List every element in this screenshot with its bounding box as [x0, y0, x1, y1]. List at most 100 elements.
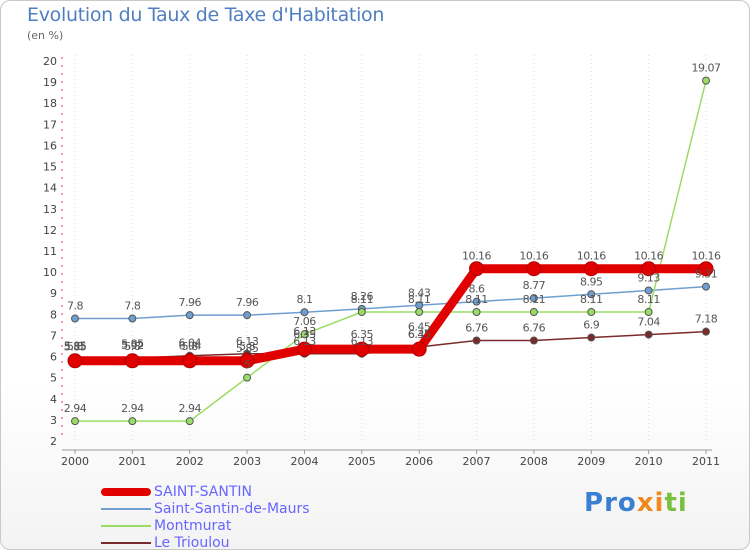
data-point [587, 290, 596, 299]
legend-label: Montmurat [154, 518, 232, 534]
y-tick-label: 6 [50, 351, 57, 364]
data-point [644, 286, 653, 295]
data-label: 10.16 [577, 250, 606, 263]
data-label: 5.8 [67, 340, 83, 353]
data-label: 6.35 [408, 328, 431, 341]
data-label: 6.9 [583, 319, 599, 332]
data-label: 8.1 [296, 293, 312, 306]
y-tick-label: 17 [43, 118, 57, 131]
data-point [67, 353, 83, 369]
data-label: 5.8 [239, 340, 255, 353]
data-label: 19.07 [692, 62, 721, 75]
chart-subtitle: (en %) [27, 29, 64, 42]
x-tick-label: 2001 [118, 455, 146, 468]
data-point [185, 417, 194, 426]
y-tick-label: 18 [43, 97, 57, 110]
data-label: 7.06 [293, 315, 316, 328]
data-point [641, 261, 657, 277]
data-point [71, 417, 79, 426]
data-label: 6.13 [293, 325, 316, 338]
data-label: 5.85 [121, 338, 144, 351]
data-label: 6.45 [408, 321, 431, 334]
legend-label: Saint-Santin-de-Maurs [154, 501, 310, 517]
logo-letter: x [636, 488, 655, 518]
logo-letter: P [584, 488, 605, 518]
data-point [128, 417, 137, 426]
y-tick-label: 3 [50, 414, 57, 427]
data-point [583, 261, 599, 277]
data-label: 8.11 [637, 293, 660, 306]
x-tick-label: 2006 [405, 455, 433, 468]
data-label: 10.16 [462, 250, 491, 263]
data-label: 6.13 [293, 335, 316, 348]
y-tick-label: 5 [50, 372, 57, 385]
data-label: 2.94 [64, 402, 87, 415]
proxiti-logo: Proxiti [584, 488, 688, 518]
data-label: 5.8 [182, 340, 198, 353]
logo-letter: i [677, 488, 688, 518]
data-label: 7.8 [124, 300, 140, 313]
data-label: 7.96 [178, 296, 201, 309]
data-point [300, 308, 309, 317]
data-point [239, 353, 255, 369]
y-tick-label: 4 [50, 393, 57, 406]
data-label: 8.11 [408, 293, 431, 306]
y-tick-label: 14 [43, 182, 57, 195]
y-tick-label: 12 [43, 224, 57, 237]
data-label: 7.8 [67, 300, 83, 313]
series-line [74, 285, 707, 320]
data-point [411, 341, 427, 357]
data-label: 5.8 [124, 340, 140, 353]
data-label: 10.16 [634, 250, 663, 263]
data-point [71, 314, 79, 323]
data-label: 9.13 [637, 271, 660, 284]
data-point [415, 308, 424, 317]
x-tick-label: 2011 [692, 455, 720, 468]
data-point [185, 311, 194, 320]
chart-title: Evolution du Taux de Taxe d'Habitation [27, 4, 385, 26]
data-label: 5.85 [236, 342, 259, 355]
data-label: 5.92 [121, 339, 144, 352]
y-tick-label: 15 [43, 161, 57, 174]
series-line [70, 264, 711, 366]
logo-letter: t [664, 488, 678, 518]
data-label: 6.13 [236, 335, 259, 348]
legend-label: SAINT-SANTIN [154, 484, 252, 500]
y-tick-label: 20 [43, 55, 57, 68]
logo-letter: r [604, 488, 618, 518]
data-label: 7.04 [637, 316, 660, 329]
data-point [644, 330, 653, 339]
data-label: 8.26 [351, 290, 374, 303]
data-point [529, 336, 538, 345]
data-point [526, 261, 542, 277]
line-chart: 2 3 4 5 6 7 8 9 10 11 12 13 14 15 16 17 18 19 20 2000 2001 20… [43, 55, 721, 468]
x-tick-label: 2009 [577, 455, 605, 468]
y-tick-label: 2 [50, 435, 57, 448]
data-label: 2.94 [121, 402, 144, 415]
data-label: 6.35 [293, 328, 316, 341]
data-point [587, 308, 596, 317]
data-label: 8.6 [469, 283, 485, 296]
data-label: 2.94 [178, 402, 201, 415]
y-tick-label: 13 [43, 203, 57, 216]
data-point [354, 341, 370, 357]
y-tick-label: 9 [50, 287, 57, 300]
data-point [587, 333, 596, 342]
data-point [529, 294, 538, 303]
data-point [182, 353, 198, 369]
data-point [702, 76, 710, 85]
x-tick-label: 2007 [463, 455, 491, 468]
data-point [644, 308, 653, 317]
data-label: 8.95 [580, 275, 603, 288]
x-tick-label: 2008 [520, 455, 548, 468]
y-tick-label: 8 [50, 308, 57, 321]
data-label: 8.77 [523, 279, 546, 292]
data-label: 5.85 [64, 341, 87, 354]
data-label: 8.11 [580, 293, 603, 306]
data-point [529, 308, 538, 317]
data-label: 8.43 [408, 286, 431, 299]
data-label: 6.35 [351, 328, 374, 341]
x-tick-label: 2010 [635, 455, 663, 468]
data-label: 5 [244, 359, 251, 372]
